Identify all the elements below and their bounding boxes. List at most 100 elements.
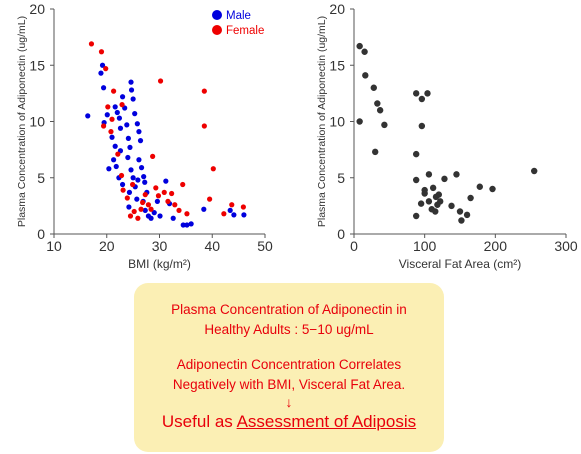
bmi-point-male	[126, 189, 133, 195]
vfa-point-data	[425, 171, 433, 178]
bmi-point-male	[241, 212, 247, 218]
bmi-point-male	[184, 222, 190, 228]
bmi-point-male	[109, 134, 115, 140]
summary-line-1: Plasma Concentration of Adiponectin in	[171, 302, 407, 317]
bmi-point-female	[98, 49, 105, 55]
bmi-point-male	[136, 157, 142, 163]
vfa-y-tick-label: 0	[337, 226, 345, 242]
bmi-point-female	[105, 104, 111, 110]
bmi-point-female	[165, 198, 171, 204]
vfa-point-data	[456, 208, 464, 215]
bmi-point-female	[138, 206, 144, 212]
bmi-scatter-chart: 0 5 10 15 20 10 20 30 40 50 BMI (kg/m²) Plasma Conc…	[16, 1, 273, 271]
healthy-range-statement: Plasma Concentration of Adiponectin in H…	[134, 300, 444, 340]
bmi-point-male	[127, 144, 133, 150]
vfa-x-tick-label: 200	[484, 238, 508, 254]
bmi-point-male	[98, 70, 104, 76]
bmi-point-female	[120, 187, 126, 193]
vfa-point-data	[356, 118, 363, 125]
bmi-x-tick-label: 20	[99, 238, 115, 254]
bmi-point-female	[118, 172, 125, 179]
bmi-y-axis-title: Plasma Concentration of Adiponectin (ug/…	[16, 16, 28, 227]
legend-label-female: Female	[226, 25, 264, 37]
vfa-y-tick-label: 15	[329, 57, 345, 73]
vfa-point-data	[458, 217, 465, 224]
down-arrow-icon: ↓	[285, 394, 293, 410]
bmi-point-female	[103, 66, 109, 72]
bmi-point-male	[138, 165, 145, 171]
vfa-point-data	[374, 100, 381, 107]
conclusion-prefix: Useful as	[161, 412, 237, 431]
bmi-point-female	[184, 211, 190, 217]
vfa-point-data	[448, 202, 455, 210]
vfa-point-data	[429, 184, 437, 192]
conclusion-emphasis: Assessment of Adiposis	[236, 412, 417, 431]
bmi-point-male	[119, 94, 126, 100]
bmi-point-female	[176, 207, 182, 213]
bmi-point-female	[88, 41, 95, 47]
bmi-point-female	[150, 153, 156, 159]
bmi-point-male	[170, 215, 176, 221]
vfa-point-data	[362, 72, 369, 79]
bmi-y-tick-label: 5	[37, 170, 45, 186]
bmi-point-female	[127, 213, 134, 219]
bmi-point-female	[142, 192, 148, 198]
vfa-x-tick-label: 0	[350, 238, 358, 254]
bmi-point-male	[125, 135, 131, 141]
bmi-point-female	[210, 166, 216, 172]
bmi-point-male	[130, 96, 136, 102]
bmi-point-male	[188, 221, 194, 227]
vfa-x-axis-title: Visceral Fat Area (cm²)	[399, 257, 521, 271]
bmi-point-female	[229, 202, 235, 208]
bmi-point-female	[115, 151, 121, 157]
bmi-point-male	[180, 222, 186, 228]
vfa-point-data	[412, 150, 420, 158]
bmi-point-male	[128, 87, 135, 93]
bmi-point-female	[145, 202, 152, 208]
bmi-point-male	[99, 62, 106, 68]
bmi-point-female	[201, 123, 207, 129]
conclusion-line: Useful as Assessment of Adiposis	[134, 411, 444, 433]
vfa-y-tick-label: 20	[329, 1, 345, 17]
correlation-statement: Adiponectin Concentration Correlates Neg…	[134, 355, 444, 395]
bmi-point-male	[130, 175, 136, 181]
bmi-point-female	[207, 196, 213, 202]
vfa-point-data	[476, 183, 483, 190]
bmi-point-female	[180, 181, 186, 188]
bmi-point-male	[135, 177, 141, 183]
bmi-point-female	[148, 206, 154, 212]
vfa-point-data	[453, 171, 460, 178]
bmi-point-male	[154, 198, 160, 204]
bmi-point-male	[116, 115, 123, 121]
bmi-point-female	[109, 116, 115, 122]
vfa-point-data	[421, 186, 428, 194]
vfa-point-data	[412, 176, 420, 184]
bmi-point-male	[111, 157, 117, 163]
bmi-point-male	[117, 125, 124, 131]
bmi-point-male	[231, 212, 237, 218]
vfa-point-data	[361, 48, 368, 55]
legend-marker-female	[212, 25, 222, 35]
vfa-point-data	[489, 185, 496, 193]
bmi-point-male	[142, 179, 148, 185]
vfa-x-tick-label: 300	[554, 238, 578, 254]
bmi-point-female	[119, 102, 125, 108]
vfa-point-data	[412, 212, 420, 220]
bmi-point-male	[227, 207, 233, 213]
bmi-point-female	[135, 215, 141, 221]
vfa-point-data	[418, 122, 426, 130]
bmi-x-tick-label: 40	[204, 238, 220, 254]
vfa-point-data	[467, 194, 474, 202]
vfa-point-data	[372, 148, 379, 156]
bmi-point-male	[157, 213, 163, 219]
bmi-point-female	[100, 123, 107, 129]
bmi-point-female	[124, 195, 130, 201]
bmi-point-male	[125, 154, 131, 161]
vfa-point-data	[432, 208, 439, 215]
bmi-point-male	[113, 163, 119, 170]
bmi-point-male	[114, 109, 120, 116]
vfa-point-data	[356, 42, 363, 50]
bmi-point-male	[100, 85, 107, 91]
bmi-point-male	[126, 204, 132, 210]
